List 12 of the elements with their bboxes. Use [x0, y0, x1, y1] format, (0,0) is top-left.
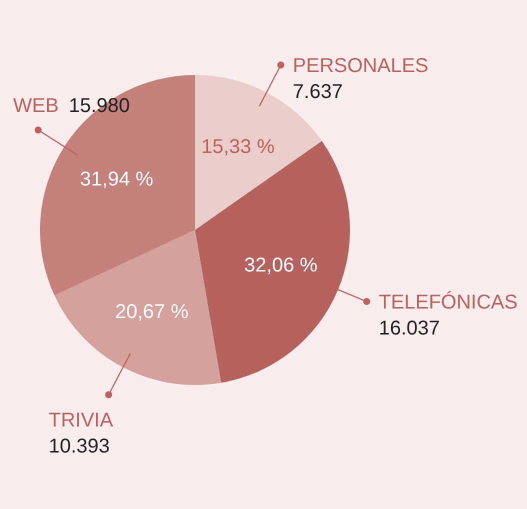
slice-label: PERSONALES: [292, 54, 428, 77]
slice-label: TRIVIA: [48, 410, 114, 432]
slice-label: WEB: [13, 94, 59, 117]
data-label: 7.637: [292, 80, 343, 103]
text: 32,06 %: [244, 254, 318, 276]
text: 15,33 %: [201, 136, 275, 158]
legend-label: TELEFÓNICAS: [378, 290, 518, 314]
data-label: 16.037: [378, 318, 440, 340]
text: 20,67 %: [115, 300, 189, 323]
data-label: 15.980: [68, 94, 130, 117]
text: 31,94 %: [80, 168, 154, 191]
data-label: 10.393: [48, 436, 110, 458]
